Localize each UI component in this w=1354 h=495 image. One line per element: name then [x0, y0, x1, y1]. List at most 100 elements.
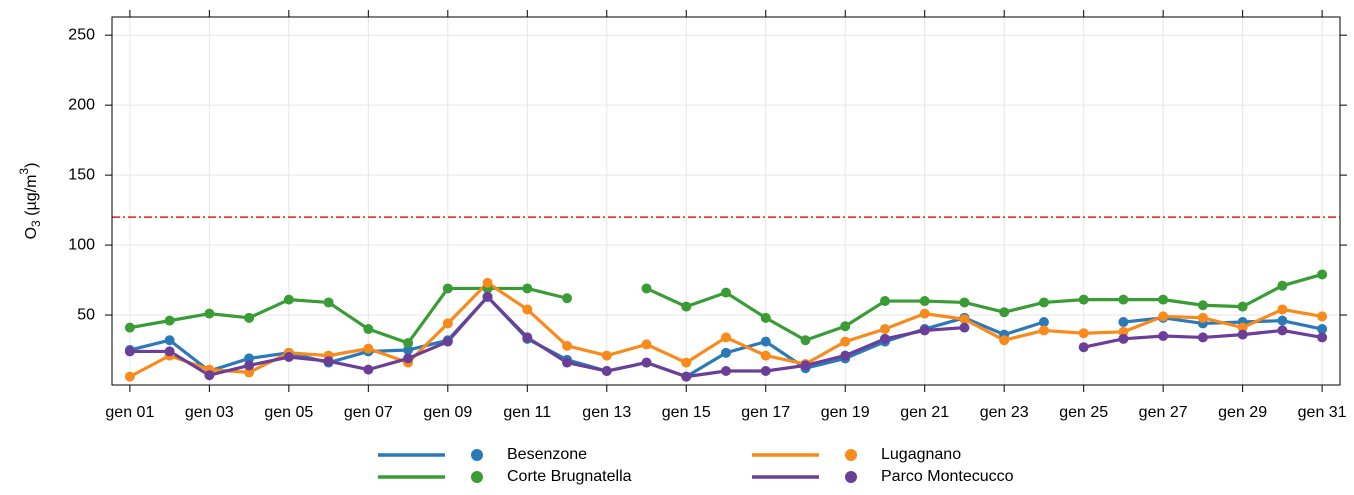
legend-dot [845, 471, 857, 483]
x-tick-label: gen 31 [1298, 404, 1347, 421]
data-point [641, 283, 652, 294]
data-point [164, 335, 175, 346]
data-point [1038, 325, 1049, 336]
data-point [482, 291, 493, 302]
data-point [601, 350, 612, 361]
data-point [522, 332, 533, 343]
data-point [323, 356, 334, 367]
data-point [1078, 342, 1089, 353]
data-point [879, 296, 890, 307]
data-point [403, 345, 414, 356]
data-point [1118, 333, 1129, 344]
x-tick-label: gen 13 [582, 404, 631, 421]
data-point [244, 360, 255, 371]
y-tick-label: 250 [68, 26, 95, 43]
legend-label: Parco Montecucco [881, 468, 1014, 485]
x-tick-label: gen 05 [264, 404, 313, 421]
data-point [959, 322, 970, 333]
data-point [919, 308, 930, 319]
data-point [244, 367, 255, 378]
x-tick-label: gen 27 [1139, 404, 1188, 421]
data-point [204, 370, 215, 381]
x-tick-label: gen 23 [980, 404, 1029, 421]
data-point [1158, 331, 1169, 342]
data-point [760, 336, 771, 347]
data-point [244, 312, 255, 323]
data-point [760, 312, 771, 323]
y-tick-label: 150 [68, 166, 95, 183]
y-tick-label: 100 [68, 236, 95, 253]
x-tick-label: gen 29 [1218, 404, 1267, 421]
x-tick-label: gen 07 [344, 404, 393, 421]
data-point [204, 308, 215, 319]
data-point [721, 347, 731, 358]
x-tick-label: gen 11 [503, 404, 551, 421]
data-point [800, 335, 811, 346]
y-label-part: ) [23, 163, 40, 168]
data-point [1118, 294, 1129, 305]
x-tick-label: gen 03 [185, 404, 234, 421]
data-point [760, 350, 771, 361]
data-point [403, 353, 414, 364]
data-point [760, 366, 771, 377]
marks [124, 269, 1328, 382]
legend-dot [471, 471, 483, 483]
x-tick-label: gen 15 [662, 404, 711, 421]
x-tick-label: gen 17 [741, 404, 790, 421]
data-point [840, 350, 851, 361]
data-point [999, 307, 1010, 318]
data-point [1317, 311, 1328, 322]
y-label-sub: 3 [29, 220, 43, 227]
data-point [363, 343, 374, 354]
data-point [641, 339, 652, 350]
data-point [1197, 332, 1208, 343]
data-point [164, 346, 175, 357]
data-point [164, 315, 175, 326]
data-point [1118, 317, 1129, 328]
x-tick-label: gen 25 [1059, 404, 1108, 421]
grid [112, 17, 1340, 385]
data-point [721, 287, 731, 298]
data-point [959, 297, 970, 308]
data-point [999, 335, 1010, 346]
data-point [323, 297, 334, 308]
data-point [482, 277, 493, 288]
x-tick-label: gen 19 [821, 404, 870, 421]
data-point [1158, 294, 1169, 305]
data-point [840, 321, 851, 332]
data-point [442, 283, 453, 294]
legend-dot [845, 449, 857, 461]
data-point [1078, 328, 1089, 339]
y-tick-label: 50 [77, 306, 95, 323]
data-point [601, 366, 612, 377]
data-point [919, 296, 930, 307]
data-point [879, 333, 890, 344]
y-label-part: O [23, 227, 40, 239]
data-point [959, 314, 970, 325]
legend-label: Lugagnano [881, 446, 961, 463]
data-point [800, 360, 811, 371]
data-point [1118, 326, 1129, 337]
legend-dot [471, 449, 483, 461]
data-point [244, 353, 255, 364]
data-point [1237, 329, 1248, 340]
plot-frame [111, 16, 1341, 386]
data-point [522, 304, 533, 315]
data-point [1038, 317, 1049, 328]
data-point [1237, 301, 1248, 312]
x-tick-label: gen 09 [423, 404, 472, 421]
data-point [840, 336, 851, 347]
data-point [919, 325, 930, 336]
data-point [1317, 269, 1328, 280]
x-tick-label: gen 01 [105, 404, 154, 421]
data-point [562, 357, 573, 368]
data-point [1277, 325, 1288, 336]
data-point [1197, 312, 1208, 323]
data-point [124, 371, 135, 382]
data-point [1317, 332, 1328, 343]
data-point [1078, 294, 1089, 305]
data-point [681, 357, 692, 368]
data-point [879, 324, 890, 335]
data-point [1277, 315, 1288, 326]
